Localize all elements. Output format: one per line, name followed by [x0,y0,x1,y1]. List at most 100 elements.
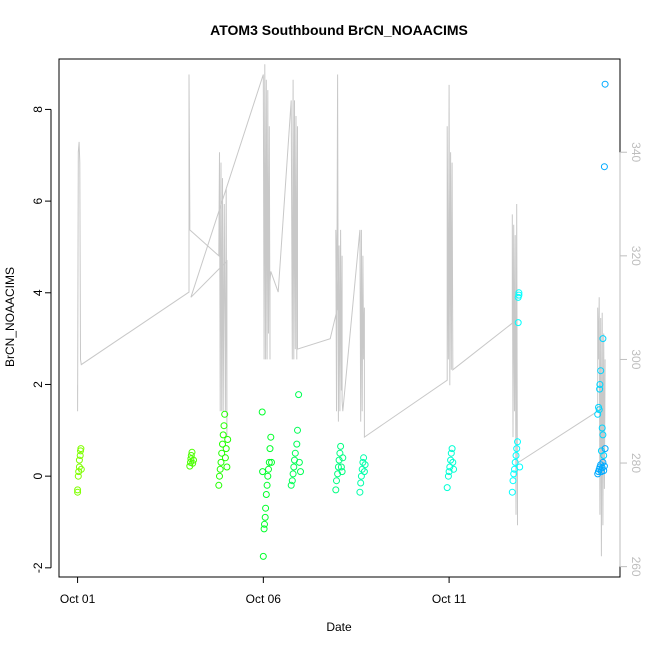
data-point-s4-8 [295,391,303,399]
data-point-s4-9 [295,458,303,466]
data-point-s1-6 [190,456,197,464]
data-point-s8-7 [514,438,521,446]
data-point-s7-4 [447,456,455,464]
data-point-s9-7 [598,424,606,432]
y2-tick-label-1: 280 [629,453,643,473]
data-point-s10-9 [600,462,608,470]
data-point-s5-0 [332,486,340,494]
data-point-s0-8 [77,445,85,453]
data-point-s6-0 [356,488,364,496]
data-point-s7-0 [443,484,451,492]
data-point-s9-3 [596,385,604,393]
y2-tick-label-2: 300 [629,349,643,369]
data-point-s5-3 [334,463,342,471]
data-point-s10-8 [600,467,608,475]
data-point-s2-7 [220,422,228,430]
data-point-s6-7 [361,461,369,469]
data-point-s10-7 [599,458,607,466]
data-point-s6-6 [360,468,368,476]
y-tick-label-3: 4 [31,289,45,296]
data-point-s6-4 [359,458,367,466]
data-point-s4-0 [287,481,295,489]
data-point-s0-6 [76,452,84,459]
data-point-s2-3 [217,458,225,466]
data-point-s2-8 [221,410,229,418]
data-point-s2-6 [219,431,227,439]
data-point-s5-9 [339,454,347,462]
line-series-group [77,64,606,557]
data-point-s7-1 [444,472,452,480]
data-point-s5-6 [337,442,345,450]
y2-tick-label-0: 260 [629,557,643,577]
data-point-s8-11 [515,289,523,297]
data-point-s8-4 [511,458,519,466]
data-point-s5-4 [335,456,343,464]
data-point-s8-1 [509,477,517,485]
y2-tick-label-4: 340 [629,142,643,162]
data-point-s9-8 [599,431,607,439]
data-point-s4-3 [290,463,298,471]
data-point-s0-1 [74,486,82,494]
data-point-s4-6 [293,440,301,448]
data-point-s0-5 [75,456,83,464]
data-point-s3-5 [262,491,270,498]
data-point-s8-0 [508,488,516,496]
data-point-s2-9 [221,454,229,462]
data-point-s8-5 [512,452,520,459]
data-point-s9-9 [599,335,607,343]
data-point-s0-2 [74,472,82,480]
data-point-s3-1 [260,525,268,533]
data-point-s3-4 [262,504,270,512]
data-point-s5-8 [338,468,346,476]
data-point-s4-1 [288,477,296,485]
data-point-s9-0 [594,410,602,418]
data-point-s0-0 [74,488,82,496]
data-point-s2-5 [219,440,226,448]
data-point-s1-5 [189,459,197,467]
data-point-s3-9 [265,458,273,466]
data-point-s2-1 [216,472,223,480]
y-tick-label-5: 8 [31,106,45,113]
x-tick-label-2: Oct 11 [432,592,467,606]
data-point-s7-5 [447,449,455,457]
data-point-s8-10 [515,291,523,299]
y-tick-label-1: 0 [31,473,45,480]
data-point-s3-3 [261,513,269,521]
y-axis-label: BrCN_NOAACIMS [3,267,17,367]
data-point-s10-12 [601,80,609,88]
series-line-11 [77,64,606,557]
data-point-s4-7 [294,426,301,434]
data-point-s10-10 [601,445,609,453]
x-tick-label-1: Oct 06 [246,592,282,606]
data-point-s7-6 [448,445,456,453]
data-point-s1-4 [188,448,196,456]
data-point-s0-9 [77,465,85,473]
data-point-s3-8 [265,465,272,473]
data-point-s10-4 [597,461,605,469]
y-tick-label-0: -2 [31,562,45,573]
data-point-s0-4 [75,463,83,471]
data-point-s2-2 [216,465,224,473]
axes-group: -2 0 2 4 6 8 Oct 01 Oct 06 Oct 11 260 280 300 320 340 [31,106,643,606]
data-point-s4-10 [297,468,304,476]
y2-tick-label-3: 320 [629,246,643,266]
data-point-s3-0 [259,552,267,560]
data-point-s8-12 [516,463,524,471]
data-point-s5-7 [337,463,345,471]
data-point-s6-5 [360,454,368,462]
data-point-s2-10 [222,445,230,453]
data-point-s3-10 [266,445,274,453]
data-point-s7-7 [449,458,457,466]
data-point-s2-12 [224,436,232,443]
data-point-s2-0 [215,481,223,489]
data-point-s3-7 [264,472,272,480]
data-point-s3-12 [268,458,275,466]
data-point-s3-13 [258,408,266,416]
data-point-s3-2 [261,520,268,528]
data-point-s2-4 [218,449,226,457]
data-point-s9-4 [596,381,604,388]
data-point-s3-6 [263,481,271,489]
x-axis-label: Date [326,620,352,634]
data-point-s9-2 [595,406,603,414]
